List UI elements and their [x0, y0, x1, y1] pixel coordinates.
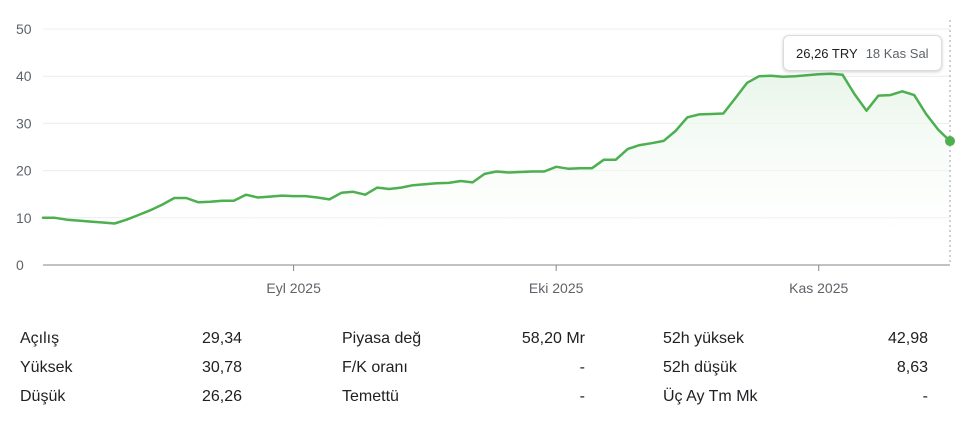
stat-label: Piyasa değ	[342, 329, 422, 347]
tooltip-date: 18 Kas Sal	[865, 45, 929, 61]
y-tick-label: 30	[16, 115, 32, 131]
hover-point	[945, 136, 955, 147]
stat-value: 58,20 Mr	[521, 329, 585, 347]
price-line	[41, 72, 952, 225]
stat-label: F/K oranı	[342, 358, 408, 376]
stat-row-high: Yüksek 30,78	[20, 353, 242, 382]
stat-label: Yüksek	[20, 358, 73, 376]
stats-panel: Açılış 29,34 Yüksek 30,78 Düşük 26,26 Pi…	[0, 324, 960, 424]
price-area	[43, 73, 950, 265]
stat-label: Düşük	[20, 387, 66, 405]
x-tick-label: Eyl 2025	[266, 280, 321, 296]
stat-value: -	[922, 387, 928, 405]
stat-row-dividend: Temettü -	[342, 382, 585, 411]
stat-label: 52h düşük	[663, 358, 737, 376]
stat-value: 29,34	[201, 329, 242, 347]
chart-svg: 50 40 30 20 10 0 Eyl 2025 Eki 2025 Kas 2025	[16, 20, 955, 296]
x-tick-label: Eki 2025	[529, 280, 584, 296]
stat-row-52w-high: 52h yüksek 42,98	[663, 324, 928, 353]
price-chart[interactable]: 50 40 30 20 10 0 Eyl 2025 Eki 2025 Kas 2025 26,2…	[0, 0, 960, 310]
stat-label: Temettü	[342, 387, 399, 405]
stat-row-pe-ratio: F/K oranı -	[342, 353, 585, 382]
y-tick-label: 20	[16, 163, 32, 179]
stat-value: 30,78	[201, 358, 242, 376]
y-tick-label: 50	[16, 21, 32, 37]
stat-value: 42,98	[887, 329, 928, 347]
y-tick-label: 10	[16, 210, 32, 226]
stat-label: Üç Ay Tm Mk	[663, 387, 758, 405]
stat-value: -	[579, 358, 585, 376]
y-tick-label: 40	[16, 68, 32, 84]
tooltip-price: 26,26 TRY	[796, 45, 858, 61]
stats-column-2: Piyasa değ 58,20 Mr F/K oranı - Temettü …	[342, 324, 585, 411]
x-tick-label: Kas 2025	[789, 280, 848, 296]
stat-label: Açılış	[20, 329, 60, 347]
stat-label: 52h yüksek	[663, 329, 744, 347]
stat-row-52w-low: 52h düşük 8,63	[663, 353, 928, 382]
stats-column-3: 52h yüksek 42,98 52h düşük 8,63 Üç Ay Tm…	[663, 324, 928, 411]
stats-column-1: Açılış 29,34 Yüksek 30,78 Düşük 26,26	[20, 324, 242, 411]
stat-row-open: Açılış 29,34	[20, 324, 242, 353]
stat-row-market-cap: Piyasa değ 58,20 Mr	[342, 324, 585, 353]
chart-tooltip: 26,26 TRY 18 Kas Sal	[783, 35, 942, 71]
y-tick-label: 0	[16, 257, 24, 273]
stat-row-3m-avg-volume: Üç Ay Tm Mk -	[663, 382, 928, 411]
stat-value: 8,63	[896, 358, 928, 376]
stat-row-low: Düşük 26,26	[20, 382, 242, 411]
stat-value: 26,26	[201, 387, 242, 405]
stat-value: -	[579, 387, 585, 405]
